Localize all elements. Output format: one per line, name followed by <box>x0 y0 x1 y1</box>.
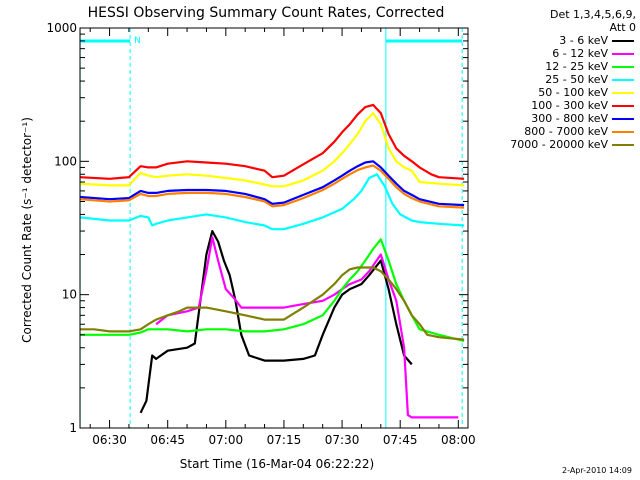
x-tick-label: 07:45 <box>383 433 418 447</box>
series-line-50-100-kev <box>80 112 465 188</box>
legend-swatch <box>612 66 634 68</box>
series-line-7000-20000-kev <box>80 266 465 341</box>
x-tick-label: 08:00 <box>441 433 476 447</box>
legend-header-line-1: Det 1,3,4,5,6,9, <box>549 8 636 21</box>
legend-swatch <box>612 92 634 94</box>
chart-title: HESSI Observing Summary Count Rates, Cor… <box>88 5 445 21</box>
y-tick-label: 100 <box>54 154 77 168</box>
legend-swatch <box>612 118 634 120</box>
series-line-800-7000-kev <box>80 164 465 209</box>
legend-item-label: 7000 - 20000 keV <box>510 138 608 151</box>
plot-frame <box>79 27 469 429</box>
x-tick-label: 06:30 <box>92 433 127 447</box>
legend-item: 300 - 800 keV <box>480 112 636 125</box>
series-line-25-50-kev <box>79 173 465 231</box>
x-tick-label: 07:00 <box>209 433 244 447</box>
y-tick-label: 1 <box>69 421 77 435</box>
legend-swatch <box>612 105 634 107</box>
annotation-0: N <box>134 36 141 46</box>
legend-item-label: 6 - 12 keV <box>552 47 608 60</box>
series-line-12-25-kev <box>80 238 465 342</box>
legend-item-label: 25 - 50 keV <box>545 73 608 86</box>
legend: Det 1,3,4,5,6,9, Att 0 3 - 6 keV 6 - 12 k… <box>480 8 636 151</box>
x-tick-label: 07:30 <box>325 433 360 447</box>
legend-header-line-2: Att 0 <box>609 21 636 34</box>
y-axis-label: Corrected Count Rate (s⁻¹ detector⁻¹) <box>20 117 34 343</box>
generation-timestamp: 2-Apr-2010 14:09 <box>562 466 632 475</box>
legend-item: 6 - 12 keV <box>480 47 636 60</box>
legend-item-label: 3 - 6 keV <box>559 34 608 47</box>
series-line-300-800-kev <box>80 160 465 207</box>
legend-swatch <box>612 79 634 81</box>
legend-item: 3 - 6 keV <box>480 34 636 47</box>
legend-item: 25 - 50 keV <box>480 73 636 86</box>
series-line-3-6-kev <box>139 230 413 414</box>
legend-swatch <box>612 53 634 55</box>
x-axis-label: Start Time (16-Mar-04 06:22:22) <box>180 457 374 471</box>
legend-item: 12 - 25 keV <box>480 60 636 73</box>
legend-item: 800 - 7000 keV <box>480 125 636 138</box>
plot-area: N 1 10 100 1000 06:30 06:45 07:00 07:15 07:30 07:4… <box>46 21 475 447</box>
legend-swatch <box>612 131 634 133</box>
legend-item-label: 800 - 7000 keV <box>524 125 608 138</box>
x-tick-label: 07:15 <box>267 433 302 447</box>
series-line-6-12-kev <box>155 236 459 419</box>
legend-item: 7000 - 20000 keV <box>480 138 636 151</box>
legend-item-label: 12 - 25 keV <box>545 60 608 73</box>
legend-item-label: 300 - 800 keV <box>531 112 608 125</box>
legend-swatch <box>612 40 634 42</box>
legend-item-label: 50 - 100 keV <box>538 86 608 99</box>
legend-item: 100 - 300 keV <box>480 99 636 112</box>
y-tick-label: 1000 <box>46 21 77 35</box>
legend-swatch <box>612 144 634 146</box>
legend-item: 50 - 100 keV <box>480 86 636 99</box>
legend-item-label: 100 - 300 keV <box>531 99 608 112</box>
series-line-100-300-kev <box>80 103 465 180</box>
x-tick-label: 06:45 <box>150 433 185 447</box>
legend-items: 3 - 6 keV 6 - 12 keV 12 - 25 keV 25 - 50 ke… <box>480 34 636 151</box>
y-tick-label: 10 <box>62 288 77 302</box>
